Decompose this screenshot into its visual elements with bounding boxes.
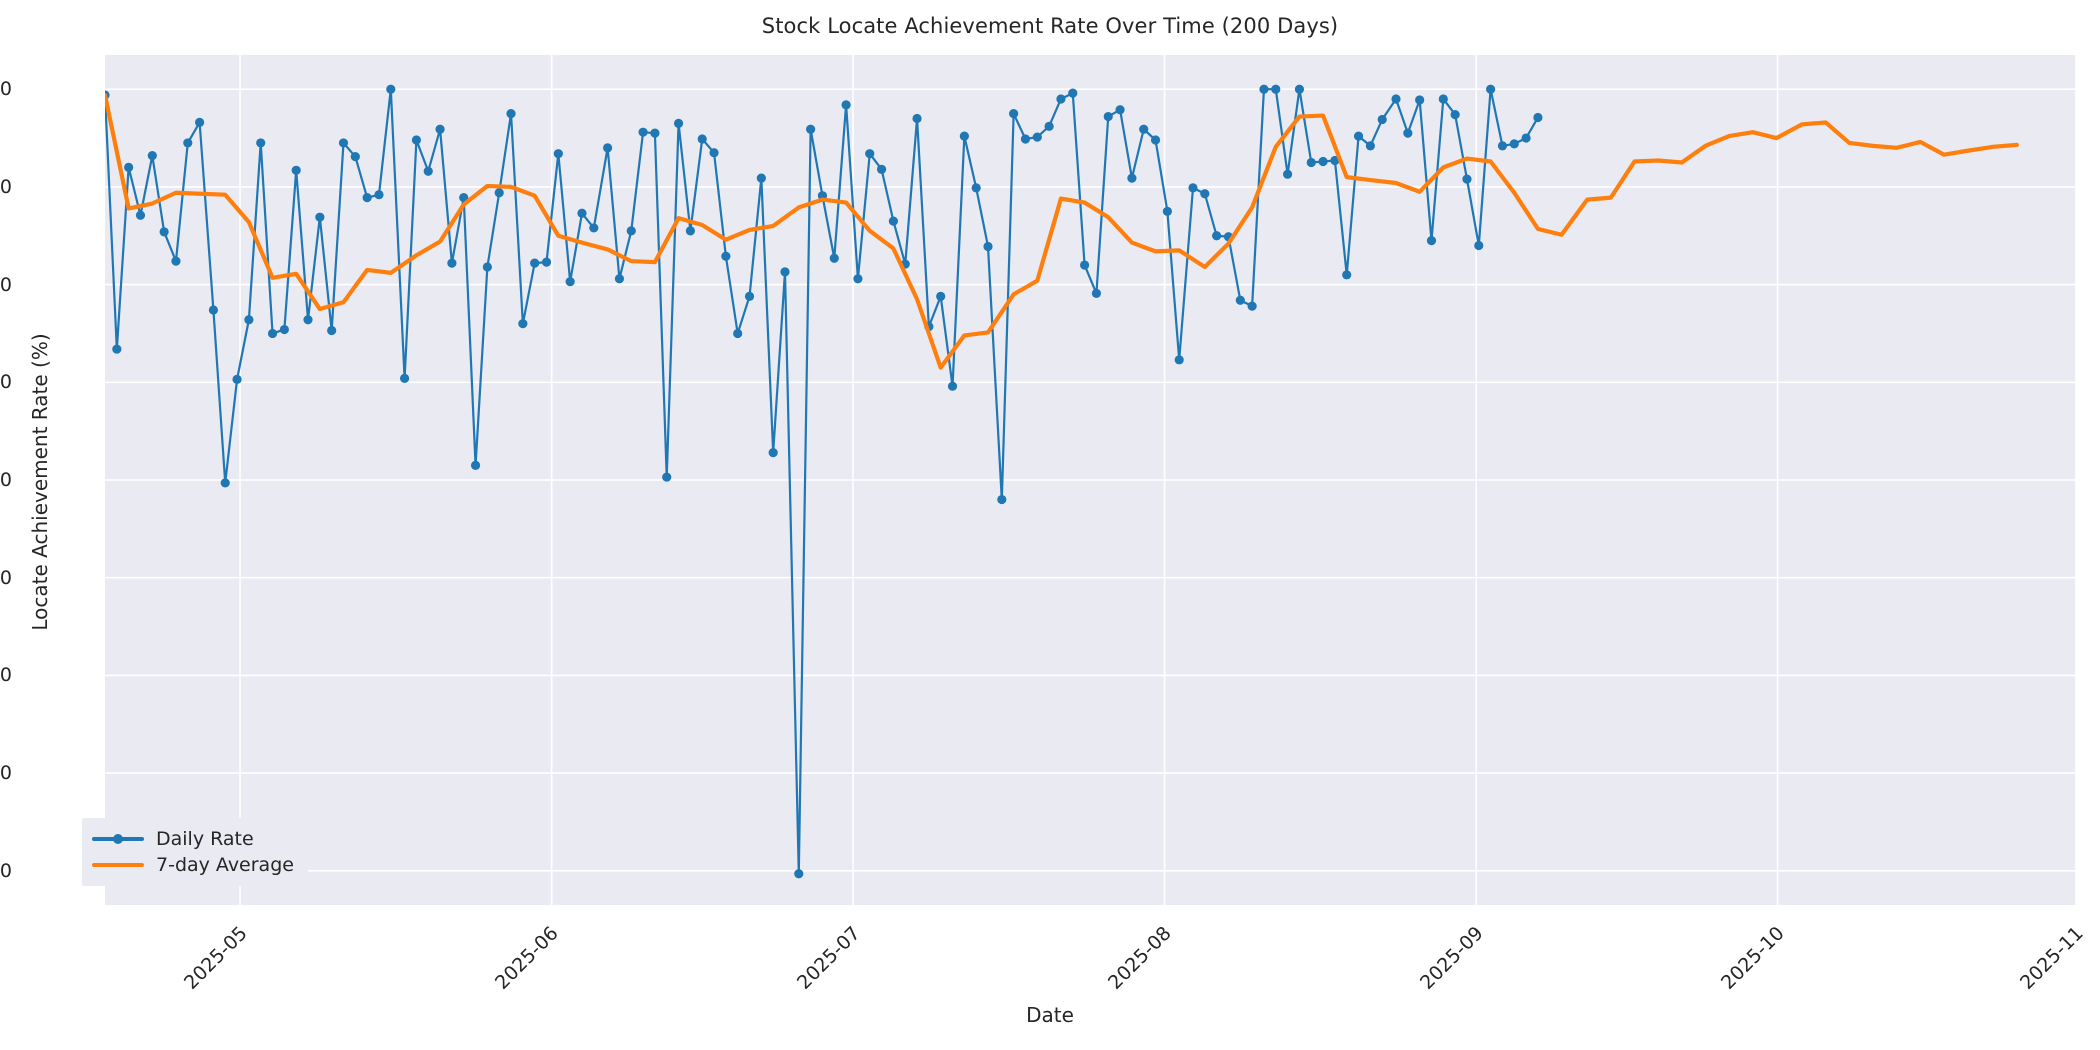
y-tick-label: 40 [0, 664, 12, 687]
y-tick-label: 90 [0, 175, 12, 198]
y-tick-label: 80 [0, 273, 12, 296]
x-tick-label: 2025-10 [1717, 922, 1789, 994]
series-layer [105, 84, 2076, 879]
y-tick-label: 60 [0, 469, 12, 491]
chart-title: Stock Locate Achievement Rate Over Time … [761, 14, 1339, 38]
chart-legend: Daily Rate 7-day Average [82, 818, 308, 886]
series-markers-daily-rate [105, 84, 1543, 879]
series-line-7-day-average [105, 95, 2017, 368]
y-tick-label: 50 [0, 566, 12, 589]
x-tick-label: 2025-11 [2015, 922, 2088, 994]
y-tick-label: 100 [0, 78, 12, 101]
legend-label-daily-rate: Daily Rate [156, 828, 254, 850]
y-tick-label: 30 [0, 762, 12, 785]
x-tick-label: 2025-08 [1104, 922, 1176, 994]
y-tick-label: 20 [0, 859, 12, 882]
legend-swatch-daily-rate [92, 828, 144, 850]
legend-item-seven-day-average: 7-day Average [92, 852, 294, 878]
legend-item-daily-rate: Daily Rate [92, 826, 294, 852]
x-axis-label: Date [1026, 1003, 1074, 1027]
x-tick-label: 2025-07 [792, 922, 865, 994]
legend-swatch-seven-day-average [92, 854, 144, 876]
y-tick-label: 70 [0, 371, 12, 394]
x-tick-label: 2025-09 [1415, 922, 1488, 994]
x-tick-label: 2025-05 [179, 922, 252, 994]
plot-area [105, 55, 2076, 905]
series-line-daily-rate [105, 89, 1538, 874]
x-tick-label: 2025-06 [491, 922, 563, 994]
y-axis-label: Locate Achievement Rate (%) [28, 333, 52, 631]
legend-label-seven-day-average: 7-day Average [156, 854, 294, 876]
